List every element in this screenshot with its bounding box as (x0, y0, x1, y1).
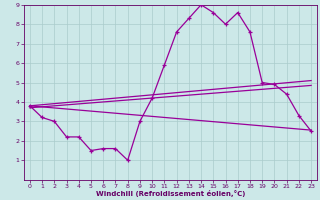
X-axis label: Windchill (Refroidissement éolien,°C): Windchill (Refroidissement éolien,°C) (96, 190, 245, 197)
